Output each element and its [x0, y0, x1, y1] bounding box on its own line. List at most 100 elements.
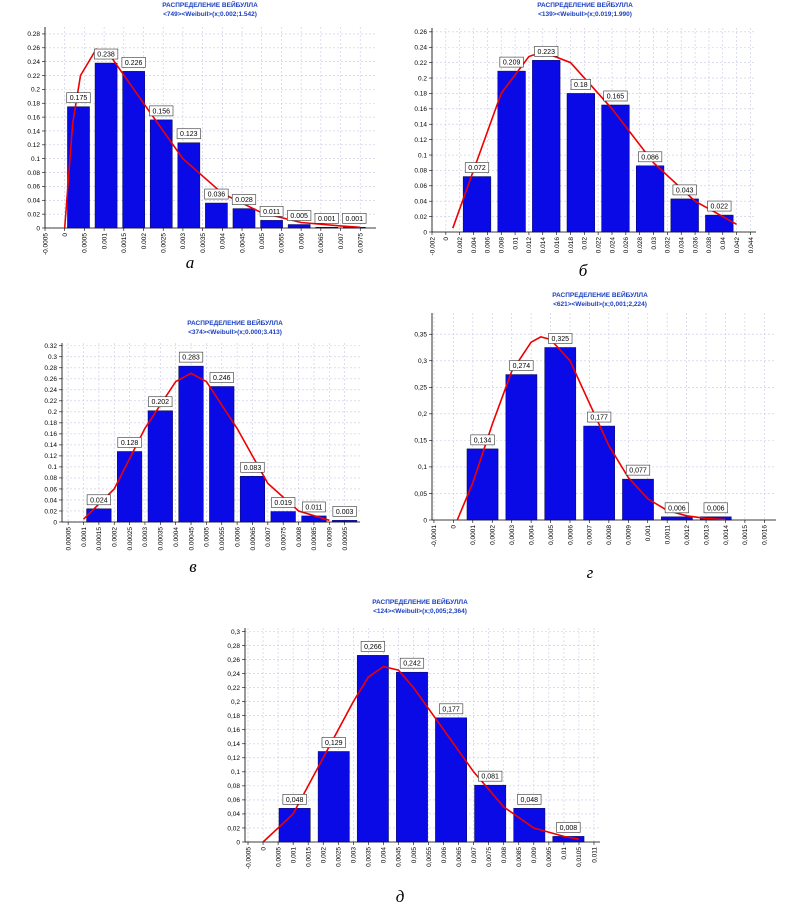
bar	[356, 655, 389, 843]
x-tick-label: 0.00025	[127, 527, 134, 551]
x-tick-label: 0.038	[706, 237, 713, 254]
y-tick-label: 0.16	[27, 114, 40, 121]
value-label-text: 0,081	[481, 774, 499, 781]
value-label: 0,008	[556, 822, 581, 833]
x-tick-label: 0.00015	[96, 527, 103, 551]
value-label-box	[231, 194, 257, 205]
x-tick-label: 0,0065	[456, 847, 463, 867]
x-tick-label: 0,0105	[576, 847, 583, 867]
value-label: 0.001	[314, 213, 339, 224]
value-label: 0.238	[94, 48, 119, 60]
y-tick-label: 0.26	[414, 29, 427, 36]
bar	[149, 119, 173, 229]
fitted-curve	[262, 665, 580, 843]
y-tick-label: 0,3	[418, 358, 427, 365]
value-label-text: 0.011	[263, 209, 280, 216]
bar	[278, 808, 311, 843]
value-label-box	[148, 396, 173, 408]
y-tick-label: 0.24	[27, 59, 40, 66]
value-label: 0.209	[499, 56, 524, 68]
bar	[317, 751, 350, 843]
x-tick-label: 0.00095	[342, 527, 349, 551]
value-label: 0.202	[148, 396, 173, 408]
value-label-box	[548, 333, 573, 344]
bar	[544, 347, 577, 521]
value-label: 0,325	[548, 333, 573, 344]
value-label-box	[664, 502, 689, 514]
chart-subtitle: <374><Weibull>(x;0.000;3.413)	[188, 329, 282, 336]
x-tick-label: 0.0006	[234, 527, 241, 547]
y-tick-label: 0,1	[231, 769, 240, 776]
y-tick-label: 0.14	[44, 442, 57, 449]
value-label: 0.123	[176, 128, 201, 140]
y-tick-label: 0,26	[227, 657, 240, 664]
x-tick-label: 0.0007	[265, 527, 272, 547]
value-label-text: 0.123	[180, 131, 198, 138]
fitted-curve	[82, 372, 330, 522]
bar	[315, 227, 339, 229]
value-label-box	[517, 794, 542, 805]
value-label-text: 0,006	[707, 505, 725, 512]
y-tick-label: 0,04	[227, 811, 240, 818]
y-tick-label: 0.12	[414, 137, 427, 144]
x-tick-label: 0.042	[734, 237, 741, 254]
caption: г	[587, 563, 594, 582]
y-tick-label: 0,25	[414, 385, 427, 392]
x-tick-label: 0,001	[290, 847, 297, 864]
x-tick-label: 0.00045	[188, 527, 195, 551]
value-label: 0.005	[287, 210, 312, 221]
value-label-box	[672, 184, 697, 196]
value-label-box	[603, 90, 628, 102]
x-tick-label: 0,01	[561, 847, 568, 860]
y-tick-label: 0	[423, 517, 427, 524]
y-tick-label: 0.06	[27, 184, 40, 191]
value-label-box	[149, 105, 174, 117]
x-tick-label: -0,0001	[431, 525, 438, 547]
bar	[209, 386, 235, 523]
bar	[260, 220, 283, 229]
bar	[178, 365, 204, 523]
y-tick-label: 0.24	[44, 387, 57, 394]
y-tick-label: 0.02	[414, 214, 427, 221]
value-label: 0.156	[149, 105, 174, 117]
y-tick-label: 0.06	[414, 183, 427, 190]
x-tick-label: 0,0013	[703, 525, 710, 545]
value-label-text: 0,177	[442, 706, 460, 713]
value-label: 0.246	[209, 372, 234, 383]
x-tick-label: 0,0085	[516, 847, 523, 867]
x-tick-label: 0.003	[180, 233, 187, 250]
fitted-curve	[452, 51, 737, 229]
value-label-text: 0.283	[182, 355, 200, 362]
y-tick-label: 0.06	[44, 486, 57, 493]
chart-title: РАСПРЕДЕЛЕНИЕ ВЕЙБУЛЛА	[187, 318, 283, 327]
y-tick-label: 0,18	[227, 713, 240, 720]
y-tick-label: 0	[36, 225, 40, 232]
bar	[435, 717, 467, 843]
x-tick-label: 0,0015	[305, 847, 312, 867]
x-tick-label: 0,0005	[548, 525, 555, 545]
value-label: 0,006	[703, 502, 728, 514]
y-tick-label: 0,05	[414, 491, 427, 498]
y-tick-label: 0.1	[418, 152, 427, 159]
value-label: 0,242	[399, 657, 425, 669]
x-tick-label: 0,0095	[546, 847, 553, 867]
x-tick-label: 0.012	[526, 237, 533, 254]
value-label-text: 0.238	[97, 52, 115, 59]
y-tick-label: 0.1	[31, 156, 40, 163]
x-tick-label: 0,0014	[723, 525, 730, 545]
value-label-text: 0,129	[325, 740, 343, 747]
y-tick-label: 0.32	[44, 343, 57, 350]
x-tick-label: 0,0005	[275, 847, 282, 867]
bar	[670, 198, 699, 233]
value-label-box	[534, 46, 559, 57]
value-label-text: 0.043	[676, 187, 694, 194]
bar	[122, 71, 145, 229]
x-tick-label: 0.008	[499, 237, 506, 254]
x-tick-label: 0	[260, 847, 267, 851]
value-label: 0,048	[517, 794, 542, 805]
y-tick-label: 0,14	[227, 741, 240, 748]
bar	[332, 520, 358, 523]
value-label: 0.001	[342, 213, 367, 224]
x-tick-label: 0,007	[471, 847, 478, 864]
bar	[86, 508, 112, 523]
